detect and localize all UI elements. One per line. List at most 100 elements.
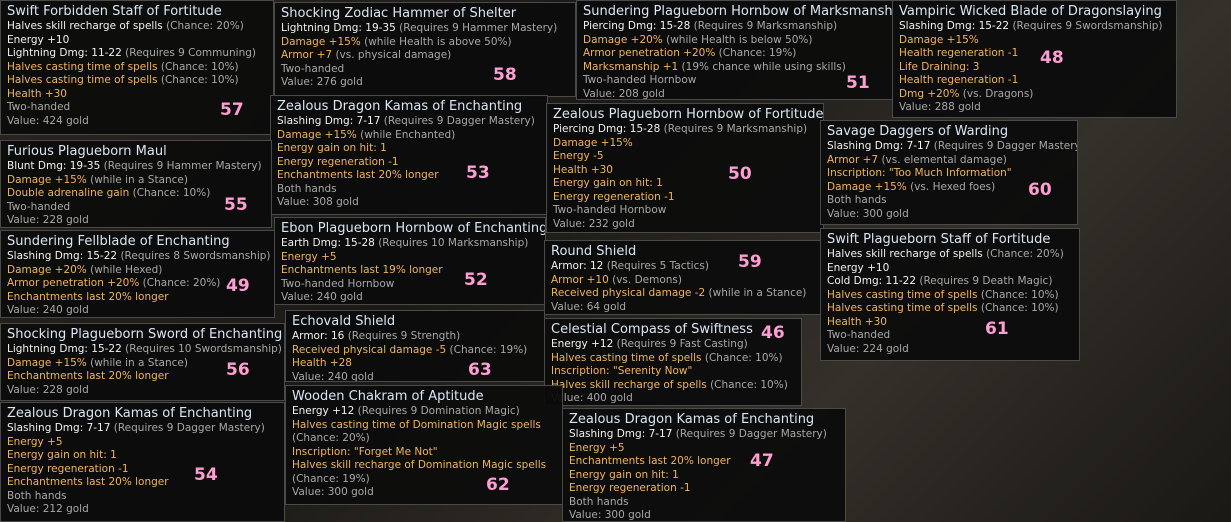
stat-note: (Chance: 20%) — [986, 248, 1064, 260]
item-stat: Health +30 — [7, 88, 267, 102]
stat-note: (Requires 9 Strength) — [347, 330, 461, 342]
stat-text: Enchantments last 19% longer — [281, 264, 443, 276]
item-tooltip: Sundering Fellblade of Enchanting Slashin… — [0, 230, 275, 318]
item-name: Savage Daggers of Warding — [827, 124, 1009, 139]
item-stat: Health +30 — [827, 316, 1073, 330]
stat-text: Damage +15% — [7, 356, 87, 369]
stat-note: (vs. Dragons) — [962, 87, 1034, 100]
item-stat: Two-handed Hornbow — [553, 204, 817, 218]
item-number: 56 — [226, 360, 250, 380]
item-stat: Halves skill recharge of Domination Magi… — [292, 459, 556, 473]
item-stat: Lightning Dmg: 11-22 (Requires 9 Communi… — [7, 47, 267, 61]
stat-note: (Requires 9 Dagger Mastery) — [933, 140, 1078, 152]
stat-text: Slashing Dmg: 15-22 — [7, 250, 118, 262]
item-stat: Two-handed — [7, 101, 267, 115]
item-number: 51 — [846, 73, 870, 93]
item-stat: Damage +15% — [899, 34, 1170, 48]
item-stat: Both hands — [569, 496, 839, 510]
stat-text: Energy +5 — [7, 435, 63, 448]
item-stat: Value: 300 gold — [292, 486, 556, 500]
stat-note: (while Hexed) — [90, 263, 163, 276]
stat-text: Value: 208 gold — [583, 87, 665, 100]
item-tooltip: Ebon Plagueborn Hornbow of Enchanting Ear… — [274, 217, 546, 305]
item-stat: Halves casting time of spells (Chance: 1… — [827, 289, 1073, 303]
stat-text: (Chance: 20%) — [292, 432, 370, 444]
stat-text: Value: 308 gold — [277, 196, 359, 208]
item-stat: Value: 288 gold — [899, 101, 1170, 115]
item-stat: Value: 208 gold — [583, 87, 887, 100]
stat-text: Damage +15% — [827, 180, 907, 193]
item-stat: Slashing Dmg: 15-22 (Requires 8 Swordsma… — [7, 250, 271, 264]
stat-text: Value: 228 gold — [7, 214, 89, 226]
stat-text: Damage +15% — [7, 173, 87, 186]
item-stat: Slashing Dmg: 15-22 (Requires 9 Swordsma… — [899, 20, 1170, 34]
stat-text: Slashing Dmg: 7-17 — [827, 140, 931, 152]
item-number: 53 — [466, 163, 490, 183]
stat-text: Two-handed — [7, 101, 71, 113]
item-stat: Enchantments last 19% longer — [281, 264, 539, 278]
stat-text: Energy +5 — [569, 441, 625, 454]
item-stat: Value: 228 gold — [7, 214, 265, 227]
stat-text: Energy gain on hit: 1 — [569, 468, 679, 481]
item-stat: Two-handed — [7, 201, 265, 215]
stat-note: (Chance: 10%) — [980, 288, 1059, 301]
stat-note: (Requires 9 Swordsmanship) — [1012, 20, 1163, 32]
item-number: 46 — [761, 323, 785, 343]
stat-text: Value: 424 gold — [7, 114, 89, 127]
item-stat: Damage +20% (while Health is below 50%) — [583, 34, 887, 48]
item-stat: Energy +10 — [827, 262, 1073, 276]
stat-text: Piercing Dmg: 15-28 — [583, 20, 691, 32]
stat-note: (while Health is below 50%) — [666, 33, 813, 46]
item-stat: Marksmanship +1 (19% chance while using … — [583, 61, 887, 75]
stat-text: Two-handed Hornbow — [281, 277, 395, 290]
item-tooltip: Swift Forbidden Staff of Fortitude Halves… — [0, 0, 274, 135]
stat-text: Two-handed Hornbow — [553, 204, 667, 216]
item-tooltip: Zealous Dragon Kamas of Enchanting Slashi… — [0, 402, 285, 522]
stat-note: (Chance: 10%) — [160, 74, 239, 86]
item-stat: Value: 224 gold — [827, 343, 1073, 357]
item-stat: Energy +5 — [569, 442, 839, 456]
item-stat: Damage +20% (while Hexed) — [7, 264, 268, 278]
stat-text: Health +28 — [292, 357, 352, 369]
stat-text: Enchantments last 20% longer — [7, 290, 169, 303]
item-number: 58 — [493, 65, 517, 85]
item-stat: Energy regeneration -1 — [553, 191, 817, 205]
item-stat: Dmg +20% (vs. Dragons) — [899, 88, 1170, 102]
item-stat: Enchantments last 20% longer — [7, 370, 278, 384]
item-number: 60 — [1028, 180, 1052, 200]
item-stat: Health regeneration -1 — [899, 47, 1170, 61]
stat-text: Piercing Dmg: 15-28 — [553, 123, 661, 135]
item-stat: Armor +7 (vs. elemental damage) — [827, 154, 1071, 168]
item-stat: Two-handed — [281, 63, 569, 77]
item-stat: Armor +10 (vs. Demons) — [551, 274, 815, 288]
stat-text: Value: 300 gold — [569, 509, 651, 521]
item-stat: Energy gain on hit: 1 — [569, 469, 839, 483]
stat-note: (Requires 9 Fast Casting) — [616, 338, 748, 350]
stat-text: Armor penetration +20% — [583, 47, 716, 59]
stat-note: (vs. Hexed foes) — [910, 180, 996, 193]
item-stat: Two-handed Hornbow — [583, 74, 887, 88]
item-name: Zealous Dragon Kamas of Enchanting — [569, 412, 815, 427]
stat-note: (Requires 9 Hammer Mastery) — [103, 160, 262, 172]
stat-note: (19% chance while using skills) — [681, 60, 846, 73]
item-number: 47 — [750, 451, 774, 471]
stat-note: (Requires 9 Domination Magic) — [357, 405, 520, 417]
item-number: 57 — [220, 100, 244, 120]
stat-note: (Chance: 10%) — [980, 302, 1059, 314]
item-name: Wooden Chakram of Aptitude — [292, 389, 484, 404]
stat-text: Halves casting time of spells — [551, 351, 702, 364]
item-stat: Health +28 — [292, 357, 538, 371]
stat-text: Energy gain on hit: 1 — [277, 142, 387, 154]
item-name: Zealous Plagueborn Hornbow of Fortitude — [553, 107, 824, 122]
stat-text: Armor +7 — [827, 153, 879, 166]
stat-text: Value: 240 gold — [7, 304, 89, 316]
stat-text: Inscription: "Too Much Information" — [827, 167, 1012, 179]
stat-text: Value: 276 gold — [281, 76, 363, 88]
stat-text: Damage +15% — [899, 33, 979, 46]
stat-note: (Requires 8 Swordsmanship) — [120, 250, 271, 262]
item-stat: Energy +12 (Requires 9 Fast Casting) — [551, 338, 795, 352]
item-stat: Received physical damage -5 (Chance: 19%… — [292, 344, 538, 358]
stat-text: Energy regeneration -1 — [7, 462, 129, 475]
stat-text: Two-handed — [7, 200, 71, 213]
